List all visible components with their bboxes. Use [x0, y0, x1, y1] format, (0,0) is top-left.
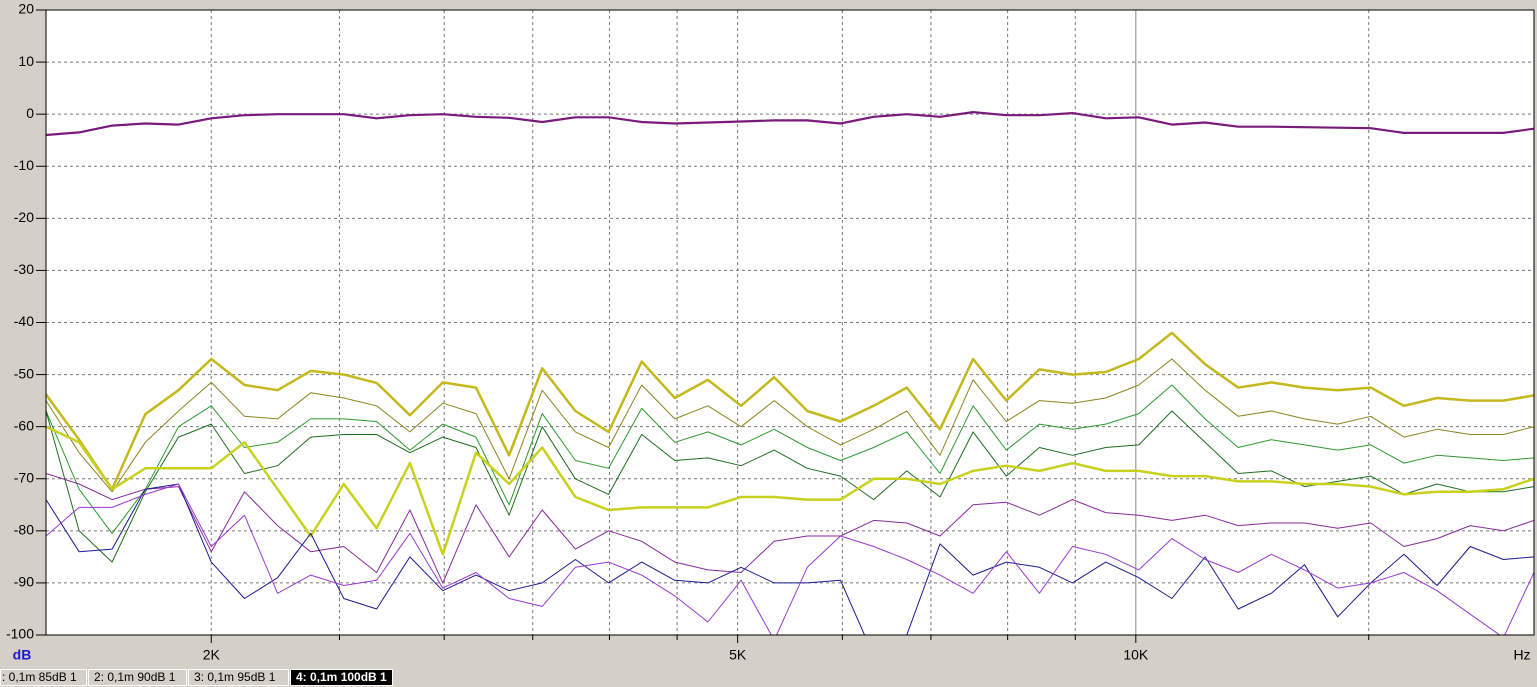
y-tick-label: -30: [14, 261, 34, 277]
y-tick-label: -90: [14, 574, 34, 590]
series-line: [46, 384, 1534, 534]
series-line: [46, 410, 1534, 563]
y-unit-label: dB: [13, 647, 32, 663]
y-tick-label: -70: [14, 469, 34, 485]
legend-tab[interactable]: [0, 669, 87, 686]
y-tick-label: -10: [14, 157, 34, 173]
legend-tab[interactable]: [290, 669, 393, 686]
series-line: [46, 483, 1534, 635]
x-tick-label: 5K: [729, 647, 747, 663]
y-tick-label: -40: [14, 313, 34, 329]
series-line: [46, 483, 1534, 635]
legend-tab[interactable]: [88, 669, 187, 686]
series-line: [46, 473, 1534, 584]
legend-tab-label[interactable]: 3: 0,1m 95dB 1: [194, 670, 276, 684]
series-line: [46, 358, 1534, 493]
legend-tab-label[interactable]: : 0,1m 85dB 1: [2, 670, 77, 684]
x-tick-label: 10K: [1123, 647, 1149, 663]
y-tick-label: -20: [14, 209, 34, 225]
y-tick-label: -100: [6, 626, 34, 642]
y-tick-label: -50: [14, 365, 34, 381]
series-line: [46, 425, 1534, 556]
series-line: [46, 111, 1534, 137]
series-line: [46, 331, 1534, 491]
x-tick-label: 2K: [203, 647, 221, 663]
x-unit-label: Hz: [1513, 647, 1530, 663]
y-tick-label: 0: [26, 105, 34, 121]
y-tick-label: -60: [14, 417, 34, 433]
legend-tab[interactable]: [188, 669, 289, 686]
y-tick-label: -80: [14, 522, 34, 538]
legend-tab-label[interactable]: 2: 0,1m 90dB 1: [94, 670, 176, 684]
y-tick-label: 10: [18, 53, 34, 69]
plot-frame: [45, 9, 1535, 636]
y-tick-label: 20: [18, 1, 34, 17]
legend-tab-label[interactable]: 4: 0,1m 100dB 1: [296, 670, 387, 684]
